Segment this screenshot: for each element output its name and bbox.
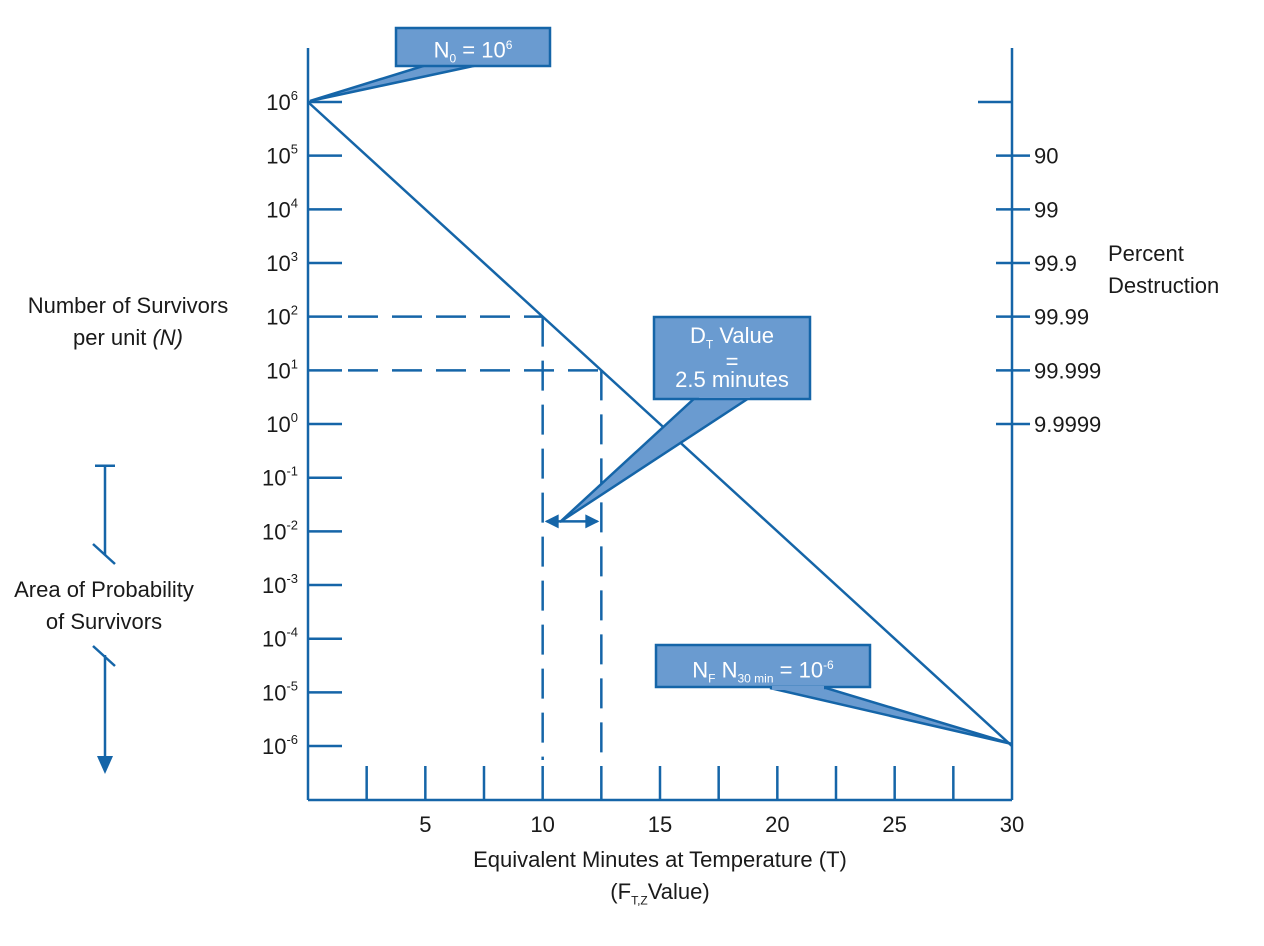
dt-line3: 2.5 minutes bbox=[675, 367, 789, 393]
prob-upper-break bbox=[92, 543, 116, 565]
callout-dt-text: DT Value = 2.5 minutes bbox=[656, 325, 808, 391]
probability-label-line2: of Survivors bbox=[45, 609, 163, 634]
dt-line2: = bbox=[725, 349, 739, 375]
callout-dt-pointer bbox=[559, 394, 757, 524]
x-tick-label-5: 30 bbox=[1000, 812, 1024, 837]
dt-arrowhead-right bbox=[585, 514, 600, 529]
y-tick-label-8: 10-2 bbox=[262, 517, 298, 544]
y-axis-label-italic: (N) bbox=[152, 325, 184, 350]
right-tick-label-0: 90 bbox=[1034, 144, 1058, 169]
callout-n0-join bbox=[438, 60, 490, 64]
right-tick-label-2: 99.9 bbox=[1034, 251, 1077, 276]
callouts bbox=[309, 26, 1013, 746]
tick-labels: 10610510410310210110010-110-210-310-410-… bbox=[262, 88, 1101, 837]
y-tick-label-3: 103 bbox=[266, 249, 298, 276]
right-axis-label-line2: Destruction bbox=[1108, 273, 1220, 298]
n0-sub: 0 bbox=[449, 51, 457, 66]
dt-sub: T bbox=[705, 337, 714, 352]
x-axis-label-line1: Equivalent Minutes at Temperature (T) bbox=[473, 847, 847, 872]
right-tick-label-1: 99 bbox=[1034, 197, 1058, 222]
callout-nf-box bbox=[654, 643, 872, 689]
x-tick-label-1: 10 bbox=[530, 812, 554, 837]
right-axis-label-line1: Percent bbox=[1108, 241, 1184, 266]
y-tick-label-12: 10-6 bbox=[262, 732, 298, 759]
x-axis-label-line2: (FT,ZValue) bbox=[410, 876, 910, 916]
y-axis-label-prefix: per unit bbox=[72, 325, 153, 350]
n0-mid: = 10 bbox=[456, 37, 506, 63]
x-axis-sub-subscript: T,Z bbox=[631, 893, 648, 908]
y-tick-label-4: 102 bbox=[266, 303, 298, 330]
nf-p1-sub: F bbox=[708, 671, 716, 686]
x-tick-label-3: 20 bbox=[765, 812, 789, 837]
axes bbox=[92, 48, 1030, 802]
callout-n0-box bbox=[394, 26, 552, 68]
n0-main: N bbox=[433, 37, 450, 63]
callout-nf-join bbox=[772, 686, 824, 690]
dt-main: D bbox=[690, 323, 706, 348]
y-axis-label-line1: Number of Survivors bbox=[27, 293, 229, 318]
probability-area-label: Area of Probability of Survivors bbox=[0, 574, 208, 638]
x-tick-label-4: 25 bbox=[882, 812, 906, 837]
dt-line1: DT Value bbox=[656, 325, 808, 355]
survivor-line bbox=[307, 101, 1013, 747]
y-tick-label-6: 100 bbox=[266, 410, 298, 437]
x-axis-sub-prefix: (F bbox=[610, 879, 632, 904]
callout-dt-join bbox=[699, 394, 750, 398]
nf-sup: -6 bbox=[823, 658, 834, 672]
right-axis-label: Percent Destruction bbox=[1108, 238, 1219, 302]
y-tick-label-11: 10-5 bbox=[262, 678, 298, 705]
right-tick-label-5: 9.9999 bbox=[1034, 412, 1101, 437]
y-tick-label-2: 104 bbox=[266, 195, 298, 222]
x-tick-label-0: 5 bbox=[419, 812, 431, 837]
x-tick-label-2: 15 bbox=[648, 812, 672, 837]
callout-n0-text: N0 = 106 bbox=[396, 34, 550, 70]
x-axis-sub-suffix: Value) bbox=[647, 879, 710, 904]
nf-p2: N bbox=[715, 657, 738, 683]
dt-arrowhead-left bbox=[544, 514, 559, 529]
nf-p1: N bbox=[692, 657, 709, 683]
right-tick-label-3: 99.99 bbox=[1034, 305, 1089, 330]
nf-p2-sub: 30 min bbox=[737, 671, 774, 686]
prob-lower-break bbox=[92, 645, 116, 667]
right-tick-label-4: 99.999 bbox=[1034, 358, 1101, 383]
callout-nf-text: NF N30 min = 10-6 bbox=[656, 654, 870, 690]
y-tick-label-10: 10-4 bbox=[262, 625, 298, 652]
dt-rest: Value bbox=[713, 323, 774, 348]
probability-label-line1: Area of Probability bbox=[14, 577, 194, 602]
n0-sup: 6 bbox=[505, 38, 513, 52]
callout-nf-pointer bbox=[769, 686, 1013, 746]
y-tick-label-5: 101 bbox=[266, 356, 298, 383]
y-tick-label-9: 10-3 bbox=[262, 571, 298, 598]
series bbox=[307, 101, 1013, 747]
y-tick-label-0: 106 bbox=[266, 88, 298, 115]
reference-lines bbox=[348, 315, 603, 760]
nf-p3: = 10 bbox=[773, 657, 824, 683]
y-axis-label: Number of Survivors per unit (N) bbox=[18, 290, 238, 354]
y-tick-label-1: 105 bbox=[266, 142, 298, 169]
y-tick-label-7: 10-1 bbox=[262, 464, 298, 491]
y-axis-label-line2: per unit (N) bbox=[18, 322, 238, 354]
callout-dt-box bbox=[652, 315, 812, 401]
x-axis-label: Equivalent Minutes at Temperature (T) (F… bbox=[410, 844, 910, 916]
prob-arrowhead bbox=[97, 756, 113, 775]
